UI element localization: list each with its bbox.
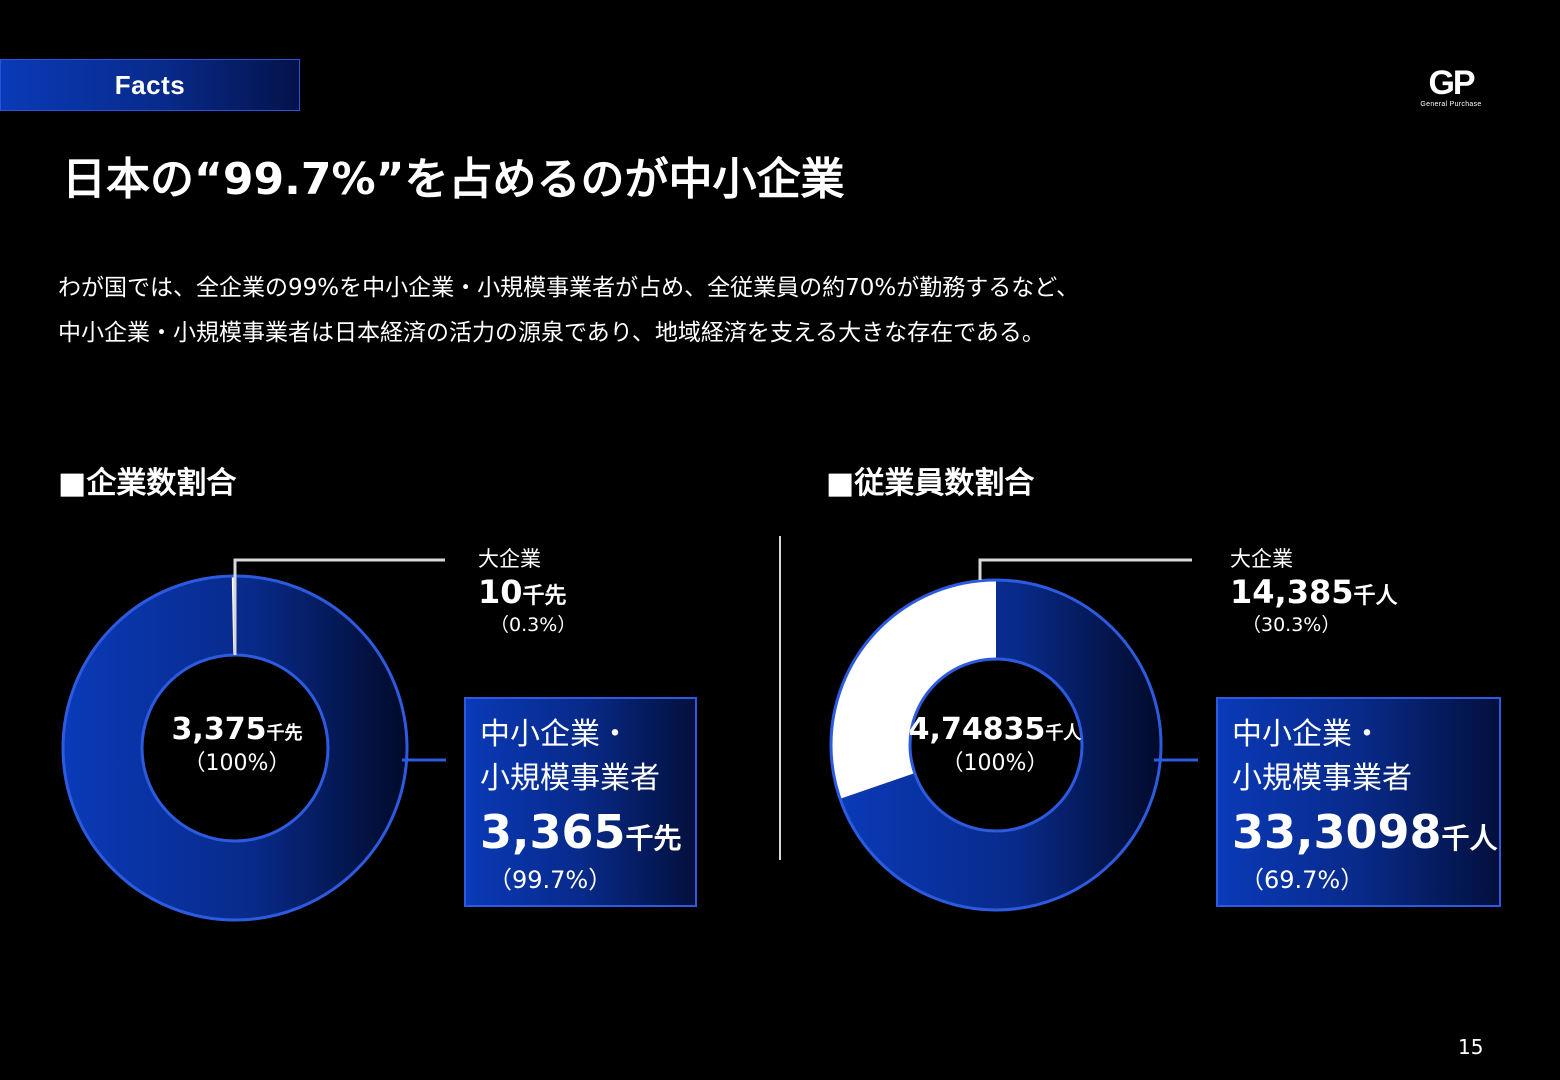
center-label-companies: 3,375千先 （100%） — [137, 712, 337, 780]
sme-unit: 千人 — [1441, 822, 1498, 855]
page-title: 日本の“99.7%”を占めるのが中小企業 — [62, 154, 845, 205]
sme-percent: （99.7%） — [488, 866, 613, 894]
sme-value: 33,3098 — [1232, 805, 1442, 859]
center-percent: （100%） — [183, 751, 291, 776]
center-unit: 千人 — [1045, 723, 1082, 744]
facts-tag: Facts — [0, 59, 300, 111]
logo-subtitle: General Purchase — [1420, 101, 1482, 108]
donut-hole — [908, 657, 1084, 833]
leader-line-large-companies — [233, 558, 445, 655]
large-employee-label: 大企業 14,385千人 （30.3%） — [1230, 546, 1398, 638]
donut-outer-ring — [829, 578, 1163, 912]
large-percent: （30.3%） — [1242, 614, 1341, 636]
lead-paragraph: わが国では、全企業の99%を中小企業・小規模事業者が占め、全従業員の約70%が勤… — [58, 266, 1079, 356]
large-unit: 千先 — [522, 584, 567, 609]
sme-category-line2: 小規模事業者 — [1232, 761, 1412, 796]
sme-unit: 千先 — [625, 822, 682, 855]
center-unit: 千先 — [266, 723, 303, 744]
slice-large-company — [830, 580, 996, 799]
sme-box-companies: 中小企業・ 小規模事業者 3,365千先 （99.7%） — [464, 697, 697, 907]
lead-line-1: わが国では、全企業の99%を中小企業・小規模事業者が占め、全従業員の約70%が勤… — [58, 275, 1080, 301]
large-category: 大企業 — [478, 547, 541, 571]
gp-logo: GP General Purchase — [1414, 66, 1488, 116]
large-category: 大企業 — [1230, 547, 1293, 571]
slice-sme — [840, 580, 1161, 910]
large-value: 14,385 — [1230, 573, 1354, 611]
donut-employees — [829, 578, 1163, 912]
logo-mark: GP — [1428, 64, 1475, 102]
section-title-companies: ■企業数割合 — [58, 466, 237, 501]
large-unit: 千人 — [1353, 584, 1398, 609]
center-label-employees: 4,74835千人 （100%） — [895, 712, 1095, 780]
page-number: 15 — [1458, 1035, 1484, 1059]
sme-value: 3,365 — [480, 805, 626, 859]
leader-line-large-employees — [978, 558, 1192, 580]
slice-sme — [62, 576, 407, 921]
sme-percent: （69.7%） — [1240, 866, 1365, 894]
sme-category-line2: 小規模事業者 — [480, 761, 660, 796]
large-value: 10 — [478, 573, 523, 611]
large-percent: （0.3%） — [490, 614, 577, 636]
sme-category-line1: 中小企業・ — [480, 717, 630, 752]
center-percent: （100%） — [941, 751, 1049, 776]
sme-category-line1: 中小企業・ — [1232, 717, 1382, 752]
section-title-employees: ■従業員数割合 — [826, 466, 1035, 501]
panel-divider — [779, 536, 781, 860]
large-company-label: 大企業 10千先 （0.3%） — [478, 546, 576, 638]
center-value: 3,375 — [171, 712, 267, 747]
center-value: 4,74835 — [908, 712, 1046, 747]
sme-box-employees: 中小企業・ 小規模事業者 33,3098千人 （69.7%） — [1216, 697, 1501, 907]
lead-line-2: 中小企業・小規模事業者は日本経済の活力の源泉であり、地域経済を支える大きな存在で… — [58, 320, 1045, 346]
donut-companies — [61, 574, 409, 922]
